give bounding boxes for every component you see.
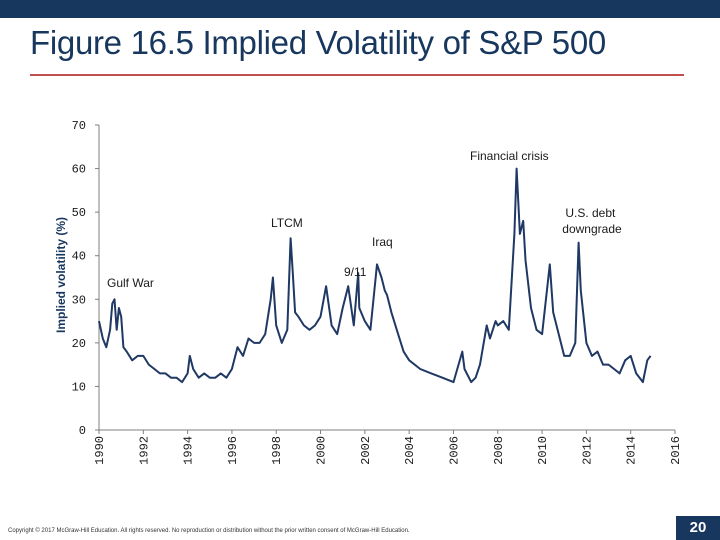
- annotation-9-11: 9/11: [344, 265, 367, 279]
- y-ticks: 0 10 20 30 40 50 60 70: [72, 119, 99, 438]
- x-tick-label: 2000: [315, 436, 329, 465]
- x-tick-label: 2002: [359, 436, 373, 465]
- title-underline: [30, 74, 684, 76]
- copyright-footer: Copyright © 2017 McGraw-Hill Education. …: [8, 528, 410, 534]
- implied-volatility-series: [98, 167, 652, 384]
- y-tick-label: 10: [72, 380, 86, 394]
- annotation-ltcm: LTCM: [271, 216, 303, 230]
- y-tick-label: 30: [72, 293, 86, 307]
- x-tick-label: 2004: [403, 436, 417, 465]
- page-number: 20: [676, 516, 720, 540]
- y-tick-label: 20: [72, 337, 86, 351]
- x-tick-label: 2012: [580, 436, 594, 465]
- annotation-gulf-war: Gulf War: [107, 276, 154, 290]
- y-tick-label: 60: [72, 163, 86, 177]
- x-tick-label: 1990: [93, 436, 107, 465]
- x-tick-label: 2008: [492, 436, 506, 465]
- x-tick-label: 1996: [226, 436, 240, 465]
- y-tick-label: 70: [72, 119, 86, 133]
- y-tick-label: 40: [72, 250, 86, 264]
- x-ticks: 1990 1992 1994 1996 1998 2000 2002 2004 2006 2008…: [93, 430, 683, 465]
- x-tick-label: 2006: [447, 436, 461, 465]
- header-bar: [0, 0, 720, 18]
- y-tick-label: 0: [79, 424, 86, 438]
- annotation-iraq: Iraq: [372, 235, 393, 249]
- slide-title: Figure 16.5 Implied Volatility of S&P 50…: [30, 24, 606, 61]
- x-tick-label: 1998: [270, 436, 284, 465]
- annotation-financial-crisis: Financial crisis: [470, 149, 549, 163]
- x-tick-label: 1992: [137, 436, 151, 465]
- y-axis-label: Implied volatility (%): [54, 217, 68, 333]
- annotation-us-debt-downgrade: U.S. debt downgrade: [562, 206, 622, 236]
- x-tick-label: 2016: [669, 436, 683, 465]
- x-tick-label: 1994: [182, 436, 196, 465]
- y-tick-label: 50: [72, 206, 86, 220]
- x-tick-label: 2014: [625, 436, 639, 465]
- x-tick-label: 2010: [536, 436, 550, 465]
